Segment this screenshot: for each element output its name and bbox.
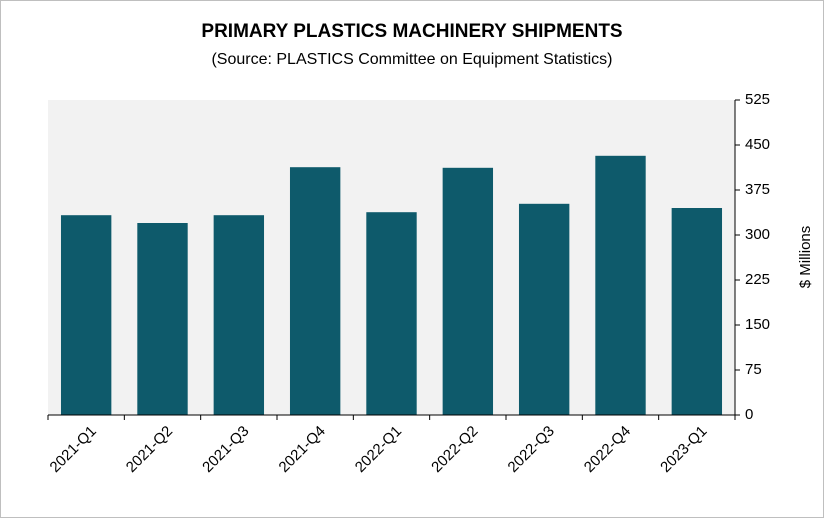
bar <box>595 155 646 416</box>
y-tick-label: 375 <box>745 181 770 198</box>
y-tick-label: 300 <box>745 226 770 243</box>
y-tick-label: 525 <box>745 91 770 108</box>
bar <box>671 208 723 415</box>
bar <box>518 203 570 415</box>
y-tick-label: 150 <box>745 316 770 333</box>
bar <box>289 167 341 415</box>
y-tick-label: 75 <box>745 361 762 378</box>
y-axis-label: $ Millions <box>797 226 814 289</box>
bar <box>442 167 494 415</box>
bar <box>60 215 112 415</box>
bar <box>213 215 265 415</box>
y-tick-label: 225 <box>745 271 770 288</box>
y-tick-label: 0 <box>745 406 753 423</box>
bar <box>366 212 417 415</box>
bar <box>137 223 188 415</box>
y-tick-label: 450 <box>745 136 770 153</box>
chart-subtitle: (Source: PLASTICS Committee on Equipment… <box>211 51 612 68</box>
chart-title: PRIMARY PLASTICS MACHINERY SHIPMENTS <box>201 21 622 42</box>
